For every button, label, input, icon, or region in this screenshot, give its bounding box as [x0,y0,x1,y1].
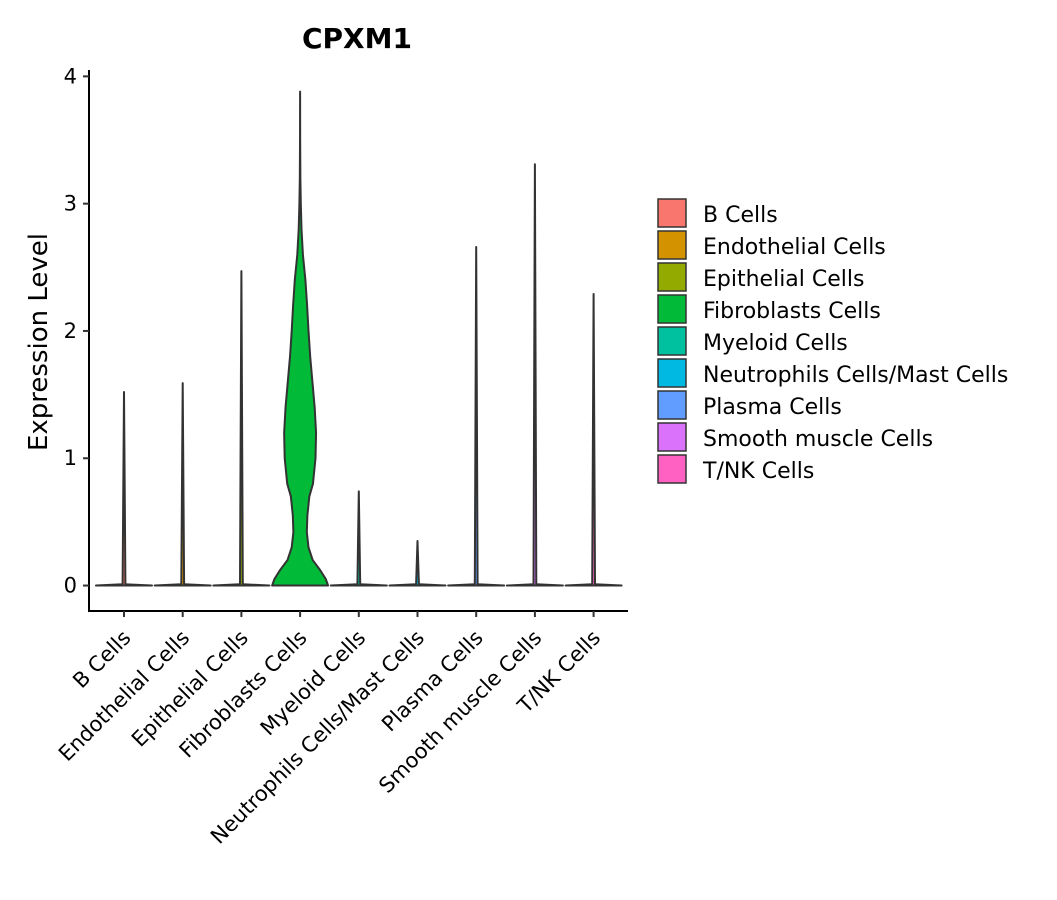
violin-t-nk-cells [564,293,623,587]
legend-key [657,326,687,356]
legend-key [657,262,687,292]
y-tick-label: 2 [64,319,77,343]
x-tick-label: Neutrophils Cells/Mast Cells [206,626,429,849]
violin-fibroblasts-cells [271,90,330,587]
y-tick-label: 3 [64,192,77,216]
legend-key [657,230,687,260]
violin-epithelial-cells [212,270,271,587]
legend-label: Endothelial Cells [703,235,886,260]
legend-label: Plasma Cells [703,395,842,420]
y-tick-label: 4 [64,64,77,88]
legend: B Cells Endothelial Cells Epithelial Cells… [657,198,1008,484]
x-tick-label: Plasma Cells [377,626,488,737]
x-tick-label: Myeloid Cells [256,626,371,741]
legend-key [657,294,687,324]
violin-smooth-muscle-cells [505,163,564,587]
legend-label: Epithelial Cells [703,267,864,292]
violin-b-cells [95,391,153,587]
legend-label: Myeloid Cells [703,331,848,356]
legend-label: B Cells [703,203,778,228]
violin-neutrophils-cells-mast-cells [388,539,447,587]
legend-label: T/NK Cells [702,459,814,484]
legend-key [657,358,687,388]
legend-label: Smooth muscle Cells [703,427,933,452]
chart-title: CPXM1 [302,22,412,55]
y-tick-label: 0 [64,574,77,598]
violin-myeloid-cells [329,490,388,587]
legend-key [657,390,687,420]
violin-endothelial-cells [153,382,212,587]
plot-area [95,90,623,587]
legend-label: Fibroblasts Cells [703,299,881,324]
legend-label: Neutrophils Cells/Mast Cells [703,363,1008,388]
y-axis: 0 1 2 3 4 [64,64,90,612]
legend-key [657,454,687,484]
y-tick-label: 1 [64,446,77,470]
y-axis-title: Expression Level [24,233,54,451]
legend-key [657,422,687,452]
violin-plasma-cells [447,245,506,587]
legend-key [657,198,687,228]
